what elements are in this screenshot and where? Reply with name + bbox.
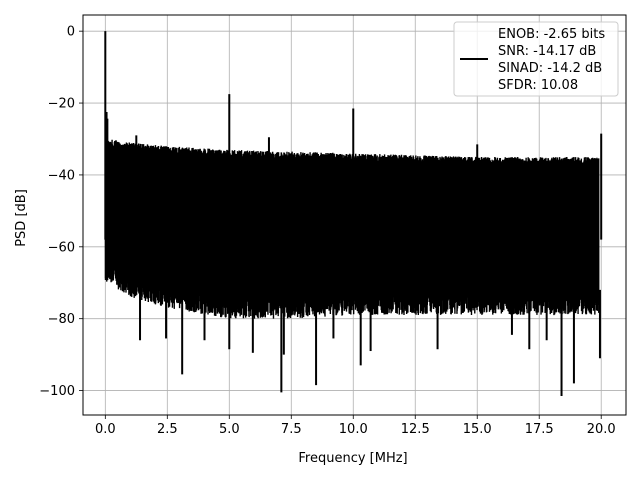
x-tick-label: 15.0 xyxy=(463,422,492,437)
x-tick-label: 0.0 xyxy=(95,422,116,437)
y-tick-label: −20 xyxy=(48,97,75,112)
y-tick-label: 0 xyxy=(67,25,75,40)
x-axis-label: Frequency [MHz] xyxy=(298,451,407,466)
x-tick-label: 10.0 xyxy=(339,422,368,437)
y-tick-label: −40 xyxy=(48,168,75,183)
legend-enob: ENOB: -2.65 bits xyxy=(498,27,605,42)
y-tick-label: −100 xyxy=(39,384,75,399)
legend-snr: SNR: -14.17 dB xyxy=(498,44,596,59)
legend-sinad: SINAD: -14.2 dB xyxy=(498,61,602,76)
y-axis-label: PSD [dB] xyxy=(14,189,29,247)
legend-box xyxy=(453,21,619,97)
legend: ENOB: -2.65 bits SNR: -14.17 dB SINAD: -… xyxy=(453,21,619,97)
x-tick-label: 20.0 xyxy=(587,422,616,437)
x-tick-label: 12.5 xyxy=(401,422,430,437)
plot-frame xyxy=(82,14,627,416)
x-axis-ticks: 0.0 2.5 5.0 7.5 10.0 12.5 15.0 17.5 20.0 xyxy=(95,415,616,437)
psd-series xyxy=(104,31,603,396)
y-tick-label: −80 xyxy=(48,312,75,327)
y-tick-label: −60 xyxy=(48,240,75,255)
psd-noise-trace xyxy=(107,139,600,319)
legend-sfdr: SFDR: 10.08 xyxy=(498,78,578,93)
x-tick-label: 17.5 xyxy=(525,422,554,437)
x-tick-label: 7.5 xyxy=(281,422,302,437)
y-axis-ticks: 0 −20 −40 −60 −80 −100 xyxy=(39,25,83,399)
x-tick-label: 5.0 xyxy=(219,422,240,437)
x-tick-label: 2.5 xyxy=(157,422,178,437)
